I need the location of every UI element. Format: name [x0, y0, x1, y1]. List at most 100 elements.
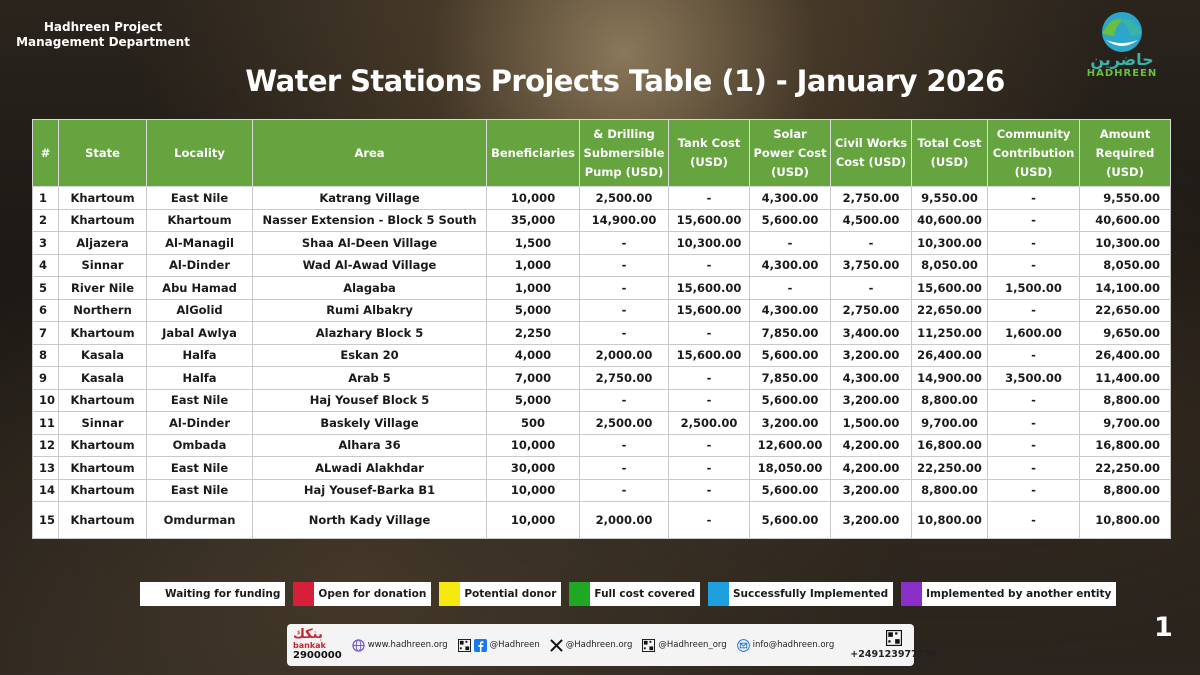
phone-number: +249123977778 [850, 649, 938, 660]
legend-label: Open for donation [318, 588, 427, 600]
cell-civil: 2,750.00 [830, 298, 913, 322]
table-row: 15 Khartoum Omdurman North Kady Village 10,0… [31, 501, 1172, 539]
col-header-tank: Tank Cost (USD) [668, 119, 751, 187]
cell-state: Sinnar [58, 411, 148, 435]
cell-beneficiaries: 4,000 [486, 343, 581, 367]
website-link[interactable]: www.hadhreen.org [352, 638, 448, 652]
table-row: 14 Khartoum East Nile Haj Yousef-Barka B1 10… [31, 478, 1172, 502]
col-header-beneficiaries: Beneficiaries [486, 119, 581, 187]
col-header-solar: Solar Power Cost (USD) [749, 119, 832, 187]
cell-number: 7 [31, 321, 60, 345]
email-link[interactable]: info@hadhreen.org [736, 638, 835, 652]
cell-beneficiaries: 1,000 [486, 276, 581, 300]
cell-state: Sinnar [58, 253, 148, 277]
cell-area: Katrang Village [252, 186, 488, 210]
cell-state: Khartoum [58, 321, 148, 345]
cell-solar: 5,600.00 [749, 388, 832, 412]
phone-contact[interactable]: +249123977778 [850, 630, 938, 660]
cell-state: River Nile [58, 276, 148, 300]
table-row: 12 Khartoum Ombada Alhara 36 10,000- -12,600.… [31, 433, 1172, 457]
cell-number: 3 [31, 231, 60, 255]
cell-civil: 4,200.00 [830, 456, 913, 480]
qr-icon [457, 638, 471, 652]
cell-tank: 15,600.00 [668, 343, 751, 367]
table-row: 10 Khartoum East Nile Haj Yousef Block 5 5,0… [31, 388, 1172, 412]
table-row: 2 Khartoum Khartoum Nasser Extension - Bloc… [31, 208, 1172, 232]
legend-label: Potential donor [464, 588, 557, 600]
cell-drilling: 2,000.00 [579, 343, 670, 367]
cell-solar: 4,300.00 [749, 298, 832, 322]
cell-state: Aljazera [58, 231, 148, 255]
cell-tank: 15,600.00 [668, 298, 751, 322]
page-title: Water Stations Projects Table (1) - Janu… [245, 64, 1005, 98]
cell-total: 11,250.00 [911, 321, 989, 345]
facebook-link[interactable]: @Hadhreen [457, 638, 540, 652]
cell-drilling: - [579, 321, 670, 345]
cell-community: - [987, 186, 1081, 210]
cell-tank: - [668, 456, 751, 480]
cell-amount: 10,300.00 [1079, 231, 1172, 255]
table-row: 13 Khartoum East Nile ALwadi Alakhdar 30,000… [31, 456, 1172, 480]
facebook-icon [473, 638, 487, 652]
cell-tank: - [668, 366, 751, 390]
cell-area: Eskan 20 [252, 343, 488, 367]
cell-community: - [987, 343, 1081, 367]
legend-label: Waiting for funding [165, 588, 281, 600]
hadhreen-logo: حاضرين HADHREEN [1086, 6, 1158, 79]
col-header-amount: Amount Required (USD) [1079, 119, 1172, 187]
cell-tank: - [668, 433, 751, 457]
cell-drilling: - [579, 478, 670, 502]
instagram-link[interactable]: @Hadhreen_org [642, 638, 727, 652]
email-text: info@hadhreen.org [752, 640, 835, 650]
bankak-logo: بنكك bankak 2900000 [287, 627, 342, 661]
logo-text: HADHREEN [1086, 68, 1158, 79]
cell-amount: 9,700.00 [1079, 411, 1172, 435]
cell-solar: 4,300.00 [749, 186, 832, 210]
col-header-state: State [58, 119, 148, 187]
cell-beneficiaries: 10,000 [486, 501, 581, 539]
table-row: 8 Kasala Halfa Eskan 20 4,000 2,000.00 15,600.… [31, 343, 1172, 367]
cell-drilling: 14,900.00 [579, 208, 670, 232]
cell-area: Baskely Village [252, 411, 488, 435]
cell-community: - [987, 478, 1081, 502]
cell-locality: East Nile [146, 478, 254, 502]
cell-solar: 18,050.00 [749, 456, 832, 480]
cell-total: 40,600.00 [911, 208, 989, 232]
table-row: 1 Khartoum East Nile Katrang Village 10,000 2… [31, 186, 1172, 210]
cell-civil: 4,200.00 [830, 433, 913, 457]
bankak-arabic: بنكك [293, 627, 323, 642]
cell-beneficiaries: 10,000 [486, 478, 581, 502]
page-number: 1 [1154, 612, 1173, 643]
cell-solar: 5,600.00 [749, 343, 832, 367]
cell-drilling: - [579, 276, 670, 300]
cell-total: 9,550.00 [911, 186, 989, 210]
cell-community: - [987, 231, 1081, 255]
cell-number: 15 [31, 501, 60, 539]
cell-locality: East Nile [146, 456, 254, 480]
cell-number: 11 [31, 411, 60, 435]
cell-locality: East Nile [146, 186, 254, 210]
cell-beneficiaries: 500 [486, 411, 581, 435]
cell-total: 14,900.00 [911, 366, 989, 390]
col-header-locality: Locality [146, 119, 254, 187]
cell-locality: Ombada [146, 433, 254, 457]
cell-number: 9 [31, 366, 60, 390]
cell-tank: 15,600.00 [668, 208, 751, 232]
cell-area: Haj Yousef Block 5 [252, 388, 488, 412]
cell-solar: 5,600.00 [749, 208, 832, 232]
cell-locality: Khartoum [146, 208, 254, 232]
cell-drilling: - [579, 231, 670, 255]
legend-item: Waiting for funding [140, 582, 286, 606]
cell-civil: 2,750.00 [830, 186, 913, 210]
cell-beneficiaries: 1,500 [486, 231, 581, 255]
cell-community: - [987, 411, 1081, 435]
cell-state: Khartoum [58, 208, 148, 232]
cell-number: 1 [31, 186, 60, 210]
cell-community: - [987, 298, 1081, 322]
cell-community: - [987, 388, 1081, 412]
x-link[interactable]: @Hadhreen.org [549, 638, 632, 652]
cell-amount: 10,800.00 [1079, 501, 1172, 539]
cell-drilling: - [579, 388, 670, 412]
cell-total: 8,800.00 [911, 478, 989, 502]
cell-amount: 9,550.00 [1079, 186, 1172, 210]
